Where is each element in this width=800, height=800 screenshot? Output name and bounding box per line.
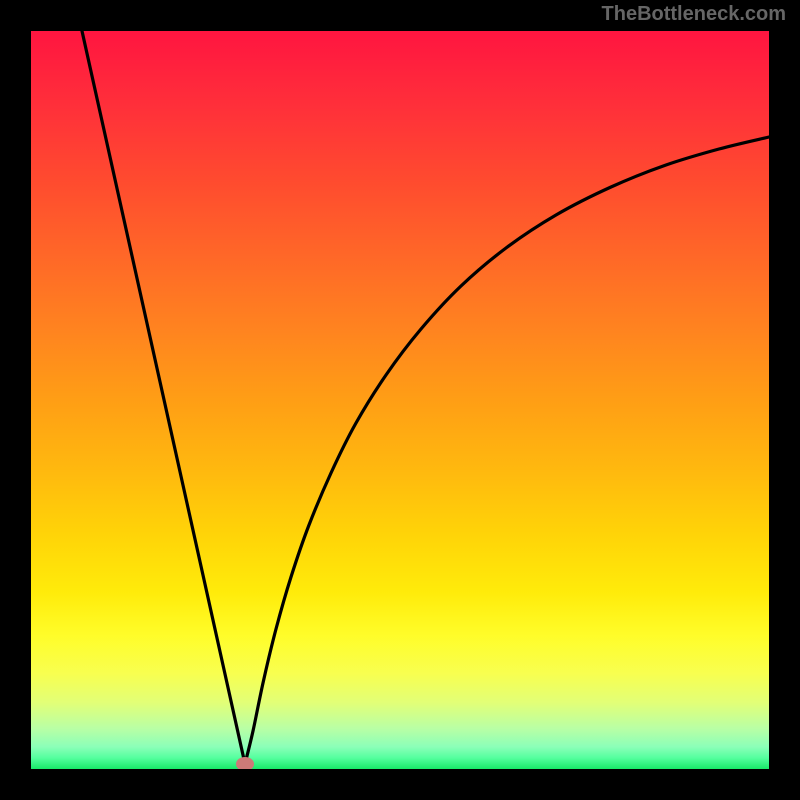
plot-area — [31, 31, 769, 769]
watermark-text: TheBottleneck.com — [602, 3, 786, 26]
chart-container: TheBottleneck.com — [0, 0, 800, 800]
bottleneck-curve — [31, 31, 769, 769]
minimum-marker — [236, 757, 254, 769]
